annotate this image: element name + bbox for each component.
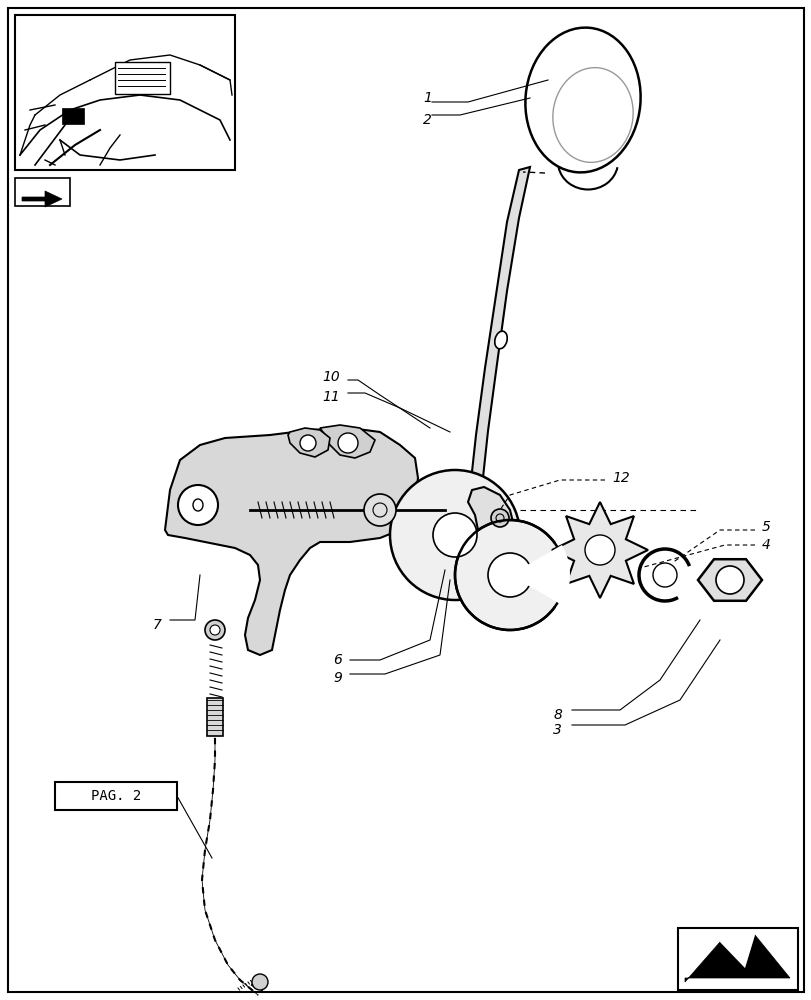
FancyBboxPatch shape (677, 928, 797, 990)
FancyBboxPatch shape (207, 698, 223, 736)
FancyBboxPatch shape (15, 178, 70, 206)
Circle shape (652, 563, 676, 587)
FancyBboxPatch shape (115, 62, 169, 94)
Text: 2: 2 (423, 113, 431, 127)
Polygon shape (320, 425, 375, 458)
Polygon shape (551, 502, 647, 598)
Text: 8: 8 (552, 708, 561, 722)
Circle shape (337, 433, 358, 453)
Circle shape (715, 566, 743, 594)
Polygon shape (165, 428, 418, 655)
Text: 5: 5 (761, 520, 770, 534)
Circle shape (363, 494, 396, 526)
Polygon shape (22, 191, 62, 207)
Circle shape (432, 513, 476, 557)
Circle shape (584, 535, 614, 565)
Circle shape (389, 470, 519, 600)
Circle shape (491, 509, 508, 527)
Ellipse shape (494, 331, 507, 349)
Text: PAG. 2: PAG. 2 (91, 789, 141, 803)
Circle shape (204, 620, 225, 640)
Polygon shape (697, 559, 761, 601)
Circle shape (251, 974, 268, 990)
Circle shape (454, 520, 564, 630)
Circle shape (487, 553, 531, 597)
Polygon shape (470, 167, 530, 490)
Text: 12: 12 (611, 471, 629, 485)
Text: 9: 9 (333, 671, 341, 685)
Text: 6: 6 (333, 653, 341, 667)
Text: 10: 10 (322, 370, 340, 384)
Polygon shape (467, 487, 514, 570)
Polygon shape (288, 428, 329, 457)
FancyBboxPatch shape (8, 8, 803, 992)
FancyBboxPatch shape (15, 15, 234, 170)
FancyBboxPatch shape (55, 782, 177, 810)
Text: 3: 3 (552, 723, 561, 737)
Polygon shape (684, 935, 789, 982)
Circle shape (178, 485, 217, 525)
Circle shape (210, 625, 220, 635)
Text: 1: 1 (423, 91, 431, 105)
Polygon shape (509, 545, 569, 605)
Text: 4: 4 (761, 538, 770, 552)
Text: 11: 11 (322, 390, 340, 404)
Text: 7: 7 (153, 618, 162, 632)
Polygon shape (719, 935, 754, 968)
FancyBboxPatch shape (62, 108, 84, 124)
Circle shape (299, 435, 315, 451)
